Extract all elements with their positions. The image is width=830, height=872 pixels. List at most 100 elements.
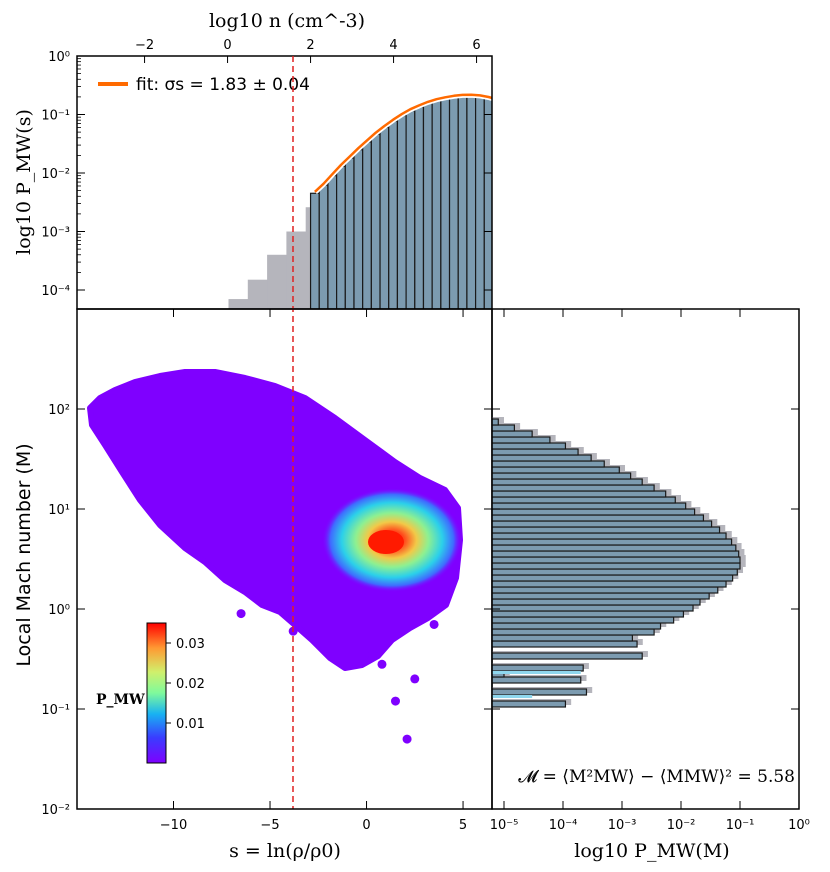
scatter-cloud [87, 369, 463, 671]
mach-blue-bar [492, 442, 567, 450]
scatter-point [377, 659, 387, 669]
mach-blue-bar [492, 514, 705, 522]
mach-blue-bar [492, 466, 620, 474]
scatter-x-label: s = ln(ρ/ρ0) [229, 840, 341, 862]
density-blue-bar [493, 101, 502, 311]
mach-blue-bar [492, 508, 696, 516]
density-blue-bar [448, 96, 459, 309]
density-blue-bar [362, 141, 372, 309]
density-blue-bar [431, 100, 442, 309]
scatter-y-tick-label: 10¹ [48, 503, 70, 518]
density-top-x-tick-label: 6 [472, 38, 480, 53]
mach-blue-bar [492, 622, 662, 630]
mach-blue-bar [492, 634, 633, 642]
mach-bars [492, 417, 746, 708]
mach-blue-bar [492, 418, 499, 426]
mach-variance-annotation: 𝓜 = ⟨M²MW⟩ − ⟨MMW⟩² = 5.58 [518, 767, 795, 787]
mach-blue-bar [492, 664, 584, 672]
density-y-tick-label: 10⁻⁴ [41, 284, 70, 299]
scatter-main-region [87, 369, 463, 671]
scatter-x-ticks: −10 −5 0 5 [160, 309, 467, 833]
scatter-y-tick-label: 10² [48, 403, 70, 418]
colorbar-ticks: 0.03 0.02 0.01 [166, 637, 205, 732]
density-blue-bar [528, 125, 537, 311]
mach-blue-bar [492, 490, 667, 498]
density-pdf-panel: 10⁰ 10⁻¹ 10⁻² 10⁻³ 10⁻⁴ −2 0 2 4 6 fit: σs = 1.8… [13, 10, 537, 311]
colorbar-tick-label: 0.03 [176, 637, 205, 652]
density-blue-bar [379, 126, 390, 309]
mach-blue-bar [492, 424, 515, 432]
mach-highlight-bar [492, 671, 581, 674]
scatter-peak [368, 530, 404, 554]
density-blue-bar [309, 192, 320, 309]
density-blue-bar [457, 95, 468, 309]
scatter-x-tick-label: 0 [362, 818, 370, 833]
scatter-y-tick-label: 10⁰ [48, 603, 70, 618]
density-top-x-tick-label: 2 [306, 38, 314, 53]
mach-blue-bar [492, 448, 579, 456]
colorbar [146, 622, 167, 764]
mach-blue-bar [492, 532, 727, 540]
scatter-y-label: Local Mach number (M) [13, 443, 35, 666]
mach-blue-bar [492, 676, 582, 684]
mach-blue-bar [492, 592, 710, 600]
density-top-x-tick-label: 0 [223, 38, 231, 53]
mach-blue-bar [492, 460, 605, 468]
mach-blue-bar [492, 436, 551, 444]
mach-blue-bar [492, 604, 694, 612]
density-y-tick-label: 10⁻² [41, 167, 70, 182]
density-y-tick-label: 10⁰ [48, 50, 70, 65]
mach-x-tick-label: 10⁻⁵ [490, 818, 519, 833]
density-gray-bar [247, 279, 269, 309]
density-gray-bar [286, 231, 307, 309]
mach-blue-bar [492, 640, 638, 648]
mach-blue-bar [492, 526, 721, 534]
scatter-y-tick-label: 10⁻² [41, 803, 70, 818]
density-blue-bar [344, 157, 355, 309]
scatter-outliers [236, 609, 439, 744]
mach-highlight-bar [492, 695, 533, 698]
mach-blue-bar [492, 628, 655, 636]
mach-pdf-frame [491, 308, 800, 810]
mach-x-tick-label: 10⁻¹ [726, 818, 755, 833]
mach-blue-bar [492, 496, 676, 504]
mach-blue-bar [492, 598, 701, 606]
mach-blue-bar [492, 574, 734, 582]
mach-x-label: log10 P_MW(M) [574, 840, 729, 862]
density-blue-bar [370, 133, 381, 309]
mach-x-tick-label: 10⁰ [788, 818, 810, 833]
mach-pdf-panel: 10⁻⁵ 10⁻⁴ 10⁻³ 10⁻² 10⁻¹ 10⁰ 𝓜 = ⟨M²MW⟩ − ⟨MM… [490, 308, 810, 862]
mach-blue-bar [492, 538, 733, 546]
colorbar-label: P_MW [96, 692, 145, 708]
mach-blue-bar [492, 610, 685, 618]
mach-blue-bar [492, 616, 675, 624]
mach-blue-bar [492, 430, 533, 438]
density-blue-bar [405, 110, 416, 309]
scatter-point [390, 696, 400, 706]
density-y-tick-label: 10⁻³ [41, 226, 70, 241]
mach-x-tick-label: 10⁻³ [608, 818, 637, 833]
scatter-y-ticks: 10² 10¹ 10⁰ 10⁻¹ 10⁻² [41, 403, 492, 818]
scatter-point [410, 674, 420, 684]
density-blue-bar [318, 184, 329, 309]
mach-blue-bar [492, 520, 713, 528]
mach-x-ticks: 10⁻⁵ 10⁻⁴ 10⁻³ 10⁻² 10⁻¹ 10⁰ [490, 309, 810, 833]
fit-curve-line [314, 93, 492, 193]
density-blue-bar [327, 175, 338, 309]
mach-blue-bar [492, 700, 567, 708]
density-y-label: log10 P_MW(s) [13, 109, 35, 255]
mach-blue-bar [492, 580, 727, 588]
mach-scatter-panel: 10² 10¹ 10⁰ 10⁻¹ 10⁻² −10 −5 0 5 0.03 0.02 0.01 P… [13, 56, 493, 862]
density-gray-bar [267, 254, 288, 309]
scatter-point [367, 650, 377, 660]
density-top-x-tick-label: 4 [389, 38, 397, 53]
scatter-point [236, 609, 246, 619]
density-y-ticks: 10⁰ 10⁻¹ 10⁻² 10⁻³ 10⁻⁴ [41, 50, 492, 299]
legend-fit-label: fit: σs = 1.83 ± 0.04 [136, 75, 310, 95]
density-blue-bar [510, 111, 519, 311]
mach-x-tick-label: 10⁻² [667, 818, 696, 833]
scatter-y-tick-label: 10⁻¹ [41, 703, 70, 718]
mach-blue-bar [492, 550, 740, 558]
density-blue-bar [502, 105, 511, 311]
